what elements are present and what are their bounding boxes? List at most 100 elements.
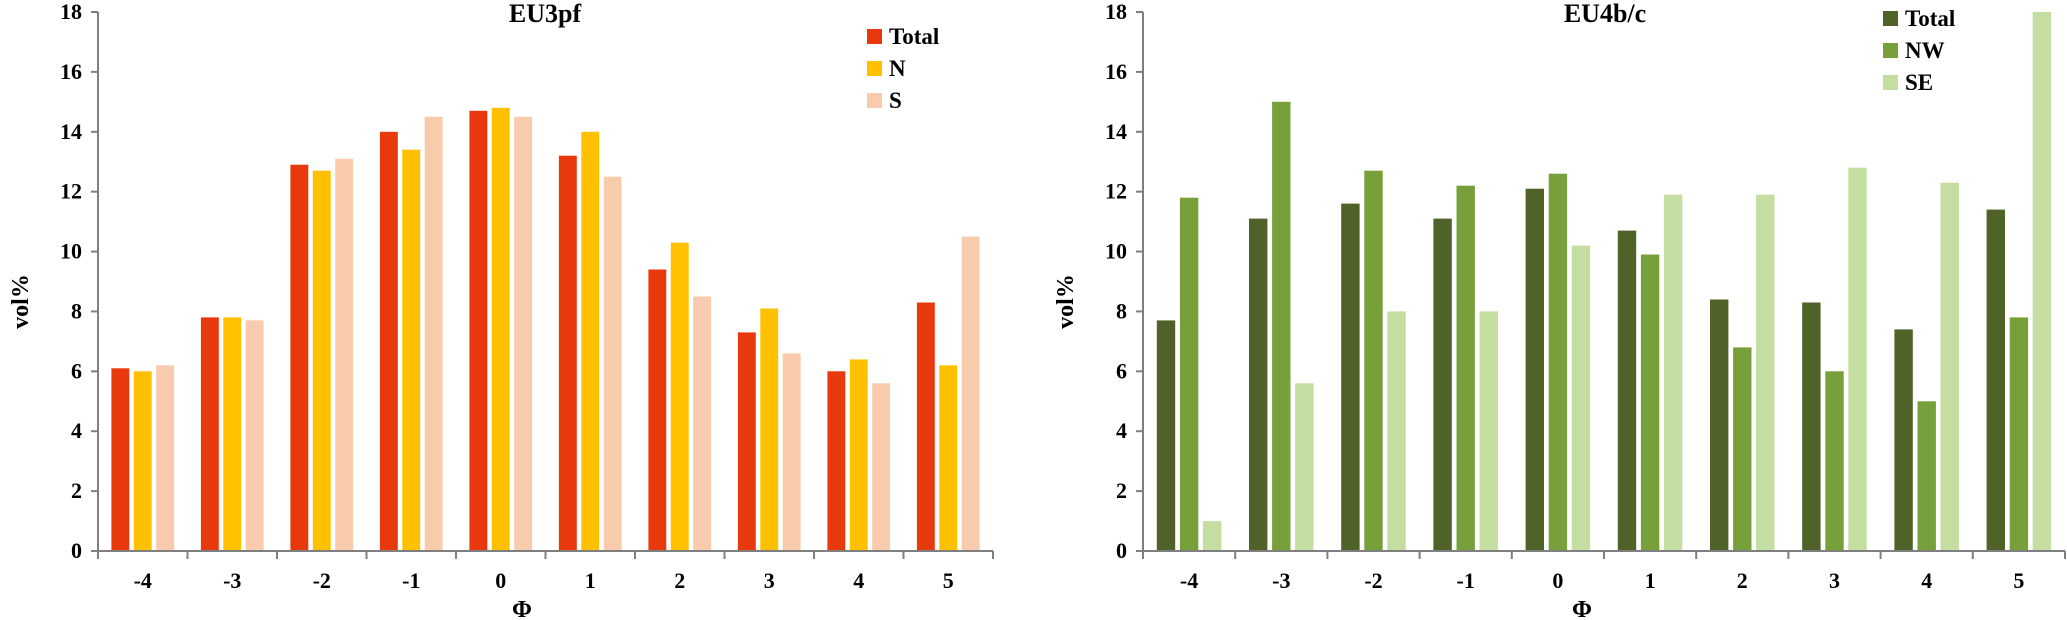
y-tick-label: 8 <box>1116 298 1127 323</box>
x-tick-label: -4 <box>134 568 152 593</box>
legend-swatch-se <box>1883 75 1898 90</box>
bar-nw--4 <box>1179 197 1199 551</box>
x-tick-label: 2 <box>1737 568 1748 593</box>
x-tick-label: 0 <box>1552 568 1563 593</box>
x-tick-label: 4 <box>853 568 864 593</box>
bar-n-4 <box>849 359 868 551</box>
y-tick-label: 16 <box>60 59 82 84</box>
legend-swatch-nw <box>1883 43 1898 58</box>
y-tick-label: 0 <box>71 538 82 563</box>
bar-se--3 <box>1295 383 1314 551</box>
bar-n--3 <box>223 317 242 551</box>
bar-total--3 <box>1249 218 1268 551</box>
bar-total-1 <box>1617 230 1637 551</box>
bar-nw--3 <box>1272 101 1291 552</box>
y-axis-title: vol% <box>1053 274 1079 329</box>
bar-total-3 <box>737 332 756 551</box>
bar-nw-5 <box>2009 317 2029 551</box>
bar-nw-4 <box>1917 401 1936 551</box>
chart-title: EU4b/c <box>1564 0 1646 28</box>
bar-total--4 <box>111 368 130 551</box>
bar-total-3 <box>1802 302 1821 551</box>
bar-se-5 <box>2032 12 2052 551</box>
y-tick-label: 6 <box>1116 358 1127 383</box>
y-tick-label: 2 <box>1116 478 1127 503</box>
bar-n-0 <box>491 107 510 552</box>
y-tick-label: 14 <box>1105 119 1127 144</box>
y-tick-label: 6 <box>71 358 82 383</box>
bar-s-5 <box>961 236 980 551</box>
y-tick-label: 0 <box>1116 538 1127 563</box>
legend: Total NW SE <box>1883 6 1955 95</box>
x-tick-label: 0 <box>495 568 506 593</box>
bar-s-1 <box>603 176 622 551</box>
bar-n--4 <box>133 371 152 551</box>
legend-label-n: N <box>889 56 906 81</box>
x-tick-label: 1 <box>1645 568 1656 593</box>
legend-label-se: SE <box>1905 70 1933 95</box>
bar-s--2 <box>335 158 354 551</box>
bar-total-2 <box>648 269 667 551</box>
y-tick-label: 18 <box>60 0 82 24</box>
x-tick-label: 5 <box>943 568 954 593</box>
bar-nw--2 <box>1364 170 1383 551</box>
legend-label-s: S <box>889 88 902 113</box>
bar-total-4 <box>1894 329 1913 551</box>
x-tick-label: 1 <box>585 568 596 593</box>
bar-total-0 <box>1525 188 1544 551</box>
bar-se-3 <box>1848 167 1867 551</box>
bar-nw-3 <box>1825 371 1844 551</box>
y-tick-label: 18 <box>1105 0 1127 24</box>
bar-n--1 <box>402 149 421 551</box>
bar-total-2 <box>1710 299 1729 551</box>
chart-title: EU3pf <box>509 0 582 28</box>
bar-nw-0 <box>1548 173 1568 551</box>
y-tick-label: 14 <box>60 119 82 144</box>
bar-se-2 <box>1756 194 1775 551</box>
y-tick-label: 2 <box>71 478 82 503</box>
x-tick-label: 4 <box>1921 568 1932 593</box>
y-axis-title: vol% <box>8 274 34 329</box>
bar-total-1 <box>558 155 577 551</box>
legend-swatch-n <box>867 61 882 76</box>
bar-se-0 <box>1571 245 1591 551</box>
x-tick-label: 5 <box>2013 568 2024 593</box>
bar-total--4 <box>1156 320 1176 551</box>
x-tick-label: -2 <box>1364 568 1382 593</box>
bar-total--1 <box>1433 218 1452 551</box>
bar-s-2 <box>693 296 712 551</box>
y-tick-label: 16 <box>1105 59 1127 84</box>
bar-se--1 <box>1479 311 1498 551</box>
y-tick-label: 12 <box>60 179 82 204</box>
bar-total-5 <box>916 302 935 551</box>
y-tick-label: 4 <box>71 418 82 443</box>
bar-se--4 <box>1202 521 1222 551</box>
legend-swatch-total <box>1883 11 1898 26</box>
bar-se-4 <box>1940 182 1959 551</box>
legend: Total NS <box>867 24 939 113</box>
y-tick-label: 4 <box>1116 418 1127 443</box>
legend-label-total: Total <box>1905 6 1955 31</box>
bar-nw-2 <box>1733 347 1752 551</box>
bar-total-5 <box>1986 209 2005 551</box>
bar-total-4 <box>827 371 846 551</box>
bar-n-1 <box>581 131 600 552</box>
bar-s--3 <box>245 320 264 551</box>
bar-total-0 <box>469 110 488 552</box>
bar-n-2 <box>670 242 689 551</box>
bar-s--1 <box>424 116 443 552</box>
bar-s-3 <box>782 353 801 551</box>
y-tick-label: 8 <box>71 298 82 323</box>
legend-label-nw: NW <box>1905 38 1945 63</box>
x-axis-title: Φ <box>1572 597 1592 620</box>
legend-label-total: Total <box>889 24 939 49</box>
bar-total--2 <box>290 164 309 551</box>
bar-s-4 <box>872 383 891 551</box>
bar-n-3 <box>760 308 779 551</box>
bar-s-0 <box>514 116 533 552</box>
x-tick-label: -4 <box>1180 568 1198 593</box>
bar-se--2 <box>1387 311 1406 551</box>
bar-n-5 <box>939 365 958 551</box>
